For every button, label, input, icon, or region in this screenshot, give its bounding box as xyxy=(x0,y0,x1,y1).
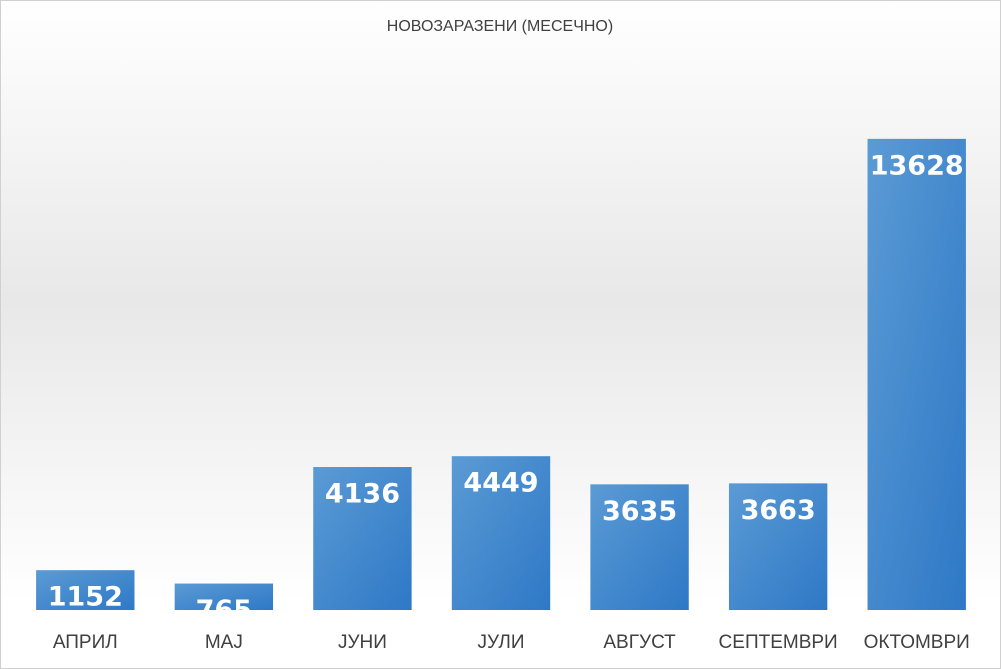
data-label: 3635 xyxy=(602,496,677,527)
data-label: 1152 xyxy=(48,582,123,613)
bar xyxy=(313,467,412,610)
bar xyxy=(451,456,551,610)
bar xyxy=(36,570,135,610)
data-label: 4136 xyxy=(325,479,400,510)
bar xyxy=(867,138,966,610)
bar xyxy=(590,484,689,610)
x-tick-label: ЈУНИ xyxy=(338,632,387,653)
x-tick-label: ОКТОМВРИ xyxy=(864,632,970,653)
bar xyxy=(174,583,274,610)
x-tick-label: СЕПТЕМВРИ xyxy=(719,632,838,653)
x-tick-label: АВГУСТ xyxy=(603,632,676,653)
data-label: 3663 xyxy=(741,495,816,526)
x-tick-label: ЈУЛИ xyxy=(477,632,524,653)
data-label: 765 xyxy=(196,595,252,626)
bar xyxy=(728,483,828,610)
x-tick-label: АПРИЛ xyxy=(53,632,118,653)
data-label: 4449 xyxy=(463,468,538,499)
x-tick-label: МАЈ xyxy=(205,632,243,653)
chart-title: НОВОЗАРАЗЕНИ (МЕСЕЧНО) xyxy=(387,18,613,35)
data-label: 13628 xyxy=(870,150,964,181)
